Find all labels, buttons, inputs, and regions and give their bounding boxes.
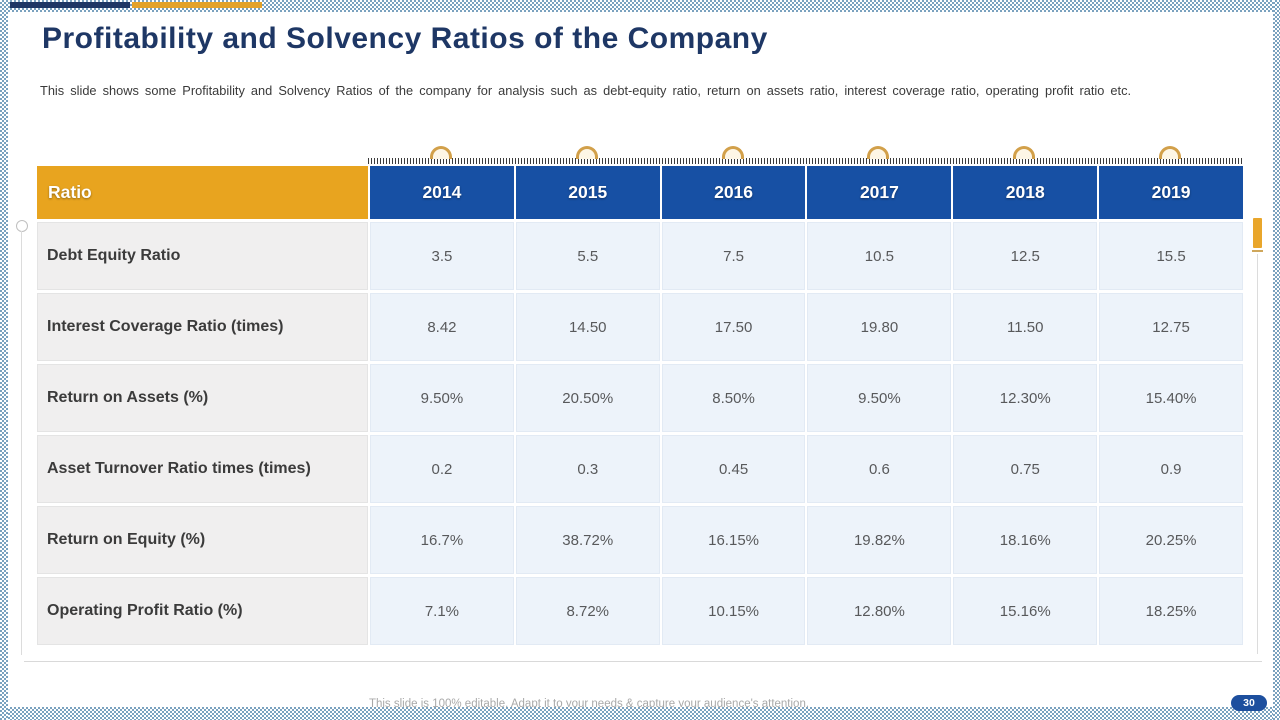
row-value: 19.82% (807, 506, 952, 574)
row-value: 20.50% (515, 364, 660, 432)
page-number-badge: 30 (1231, 695, 1267, 711)
dotted-strip (368, 158, 1243, 164)
table-row: Debt Equity Ratio 3.5 5.5 7.5 10.5 12.5 … (37, 222, 1243, 290)
row-value: 19.80 (807, 293, 952, 361)
table-row: Return on Assets (%) 9.50% 20.50% 8.50% … (37, 364, 1243, 432)
row-value: 7.1% (370, 577, 514, 645)
row-value: 12.75 (1099, 293, 1243, 361)
slide-subtitle: This slide shows some Profitability and … (40, 83, 1132, 98)
table-header-row: Ratio 2014 2015 2016 2017 2018 2019 (37, 166, 1243, 219)
hanger-hook-icon (722, 146, 744, 159)
hanger-hook-icon (867, 146, 889, 159)
row-value: 9.50% (807, 364, 952, 432)
row-value: 12.80% (807, 577, 952, 645)
pin-line (21, 231, 22, 655)
hanger-hook-icon (430, 146, 452, 159)
table-row: Interest Coverage Ratio (times) 8.42 14.… (37, 293, 1243, 361)
row-value: 10.15% (661, 577, 806, 645)
bottom-divider-line (24, 661, 1262, 662)
row-value: 0.6 (807, 435, 952, 503)
row-value: 12.30% (953, 364, 1098, 432)
drag-handle-tick (1252, 250, 1263, 252)
header-cell-ratio: Ratio (37, 166, 368, 219)
header-cell-year: 2015 (515, 166, 660, 219)
hanger-hook-icon (1013, 146, 1035, 159)
row-value: 10.5 (807, 222, 952, 290)
row-value: 8.42 (370, 293, 514, 361)
checker-border-right (1273, 0, 1280, 720)
row-value: 18.25% (1099, 577, 1243, 645)
checker-border-top (0, 0, 1280, 12)
row-value: 0.45 (661, 435, 806, 503)
row-value: 8.50% (661, 364, 806, 432)
row-value: 17.50 (661, 293, 806, 361)
row-value: 11.50 (953, 293, 1098, 361)
header-cell-year: 2017 (807, 166, 952, 219)
header-cell-year: 2016 (661, 166, 806, 219)
row-value: 0.75 (953, 435, 1098, 503)
top-accent-bar-navy (10, 2, 130, 8)
slide-title: Profitability and Solvency Ratios of the… (42, 22, 768, 55)
row-value: 15.16% (953, 577, 1098, 645)
row-label: Debt Equity Ratio (37, 222, 368, 290)
table-row: Asset Turnover Ratio times (times) 0.2 0… (37, 435, 1243, 503)
row-value: 16.7% (370, 506, 514, 574)
row-value: 18.16% (953, 506, 1098, 574)
row-value: 20.25% (1099, 506, 1243, 574)
checker-border-bottom (0, 707, 1280, 720)
row-value: 0.9 (1099, 435, 1243, 503)
row-label: Return on Equity (%) (37, 506, 368, 574)
hanger-hook-icon (576, 146, 598, 159)
table-row: Return on Equity (%) 16.7% 38.72% 16.15%… (37, 506, 1243, 574)
row-value: 0.3 (515, 435, 660, 503)
top-accent-bar-gold (132, 2, 262, 8)
row-value: 15.5 (1099, 222, 1243, 290)
row-value: 38.72% (515, 506, 660, 574)
row-value: 7.5 (661, 222, 806, 290)
pin-icon (16, 220, 28, 232)
row-value: 5.5 (515, 222, 660, 290)
ratios-table: Ratio 2014 2015 2016 2017 2018 2019 Debt… (37, 166, 1243, 645)
row-value: 12.5 (953, 222, 1098, 290)
row-value: 14.50 (515, 293, 660, 361)
row-value: 16.15% (661, 506, 806, 574)
row-label: Asset Turnover Ratio times (times) (37, 435, 368, 503)
hanger-hook-icon (1159, 146, 1181, 159)
row-label: Return on Assets (%) (37, 364, 368, 432)
table-row: Operating Profit Ratio (%) 7.1% 8.72% 10… (37, 577, 1243, 645)
drag-handle-line (1257, 254, 1258, 654)
row-value: 0.2 (370, 435, 514, 503)
header-cell-year: 2014 (370, 166, 514, 219)
row-label: Operating Profit Ratio (%) (37, 577, 368, 645)
checker-border-left (0, 0, 8, 720)
header-cell-year: 2018 (953, 166, 1098, 219)
row-value: 3.5 (370, 222, 514, 290)
row-label: Interest Coverage Ratio (times) (37, 293, 368, 361)
row-value: 8.72% (515, 577, 660, 645)
row-value: 15.40% (1099, 364, 1243, 432)
row-value: 9.50% (370, 364, 514, 432)
drag-handle-icon (1253, 218, 1262, 248)
header-cell-year: 2019 (1099, 166, 1243, 219)
